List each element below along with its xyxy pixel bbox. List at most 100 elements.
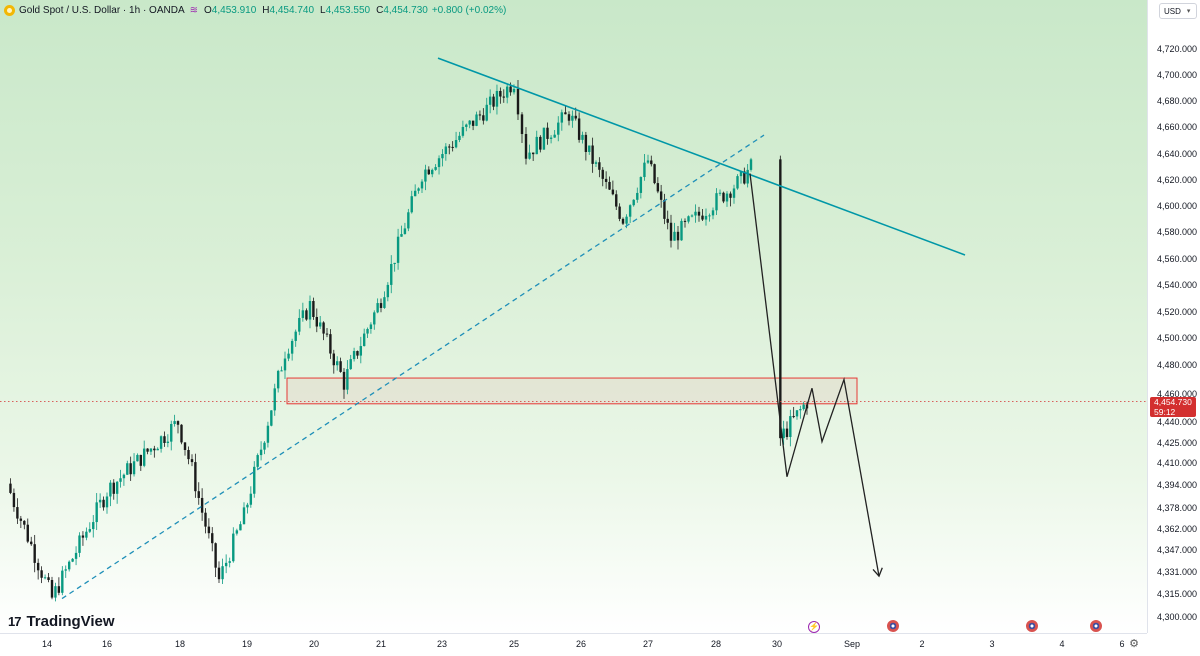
candle-body <box>283 358 287 371</box>
candle-body <box>687 216 690 222</box>
candle-body <box>132 461 136 475</box>
candle-body <box>509 86 512 93</box>
candle-body <box>276 370 280 389</box>
candle-body <box>159 436 163 449</box>
currency-button[interactable]: USD ▾ <box>1159 3 1197 19</box>
candle-body <box>471 120 475 126</box>
candle-body <box>180 424 183 443</box>
price-axis[interactable]: USD ▾ 4,720.000 4,700.000 4,680.000 4,660.0… <box>1147 0 1200 633</box>
candle-body <box>85 531 88 538</box>
candle-body <box>183 442 187 450</box>
us-flag-icon[interactable] <box>1090 620 1102 632</box>
candle-body <box>54 586 57 598</box>
candle-body <box>495 90 499 107</box>
candle-body <box>711 210 715 216</box>
candle-body <box>40 570 43 578</box>
price-tick-label: 4,620.000 <box>1157 175 1198 185</box>
symbol-title[interactable]: Gold Spot / U.S. Dollar · 1h · OANDA <box>19 4 185 16</box>
candle-body <box>33 544 36 563</box>
settings-gear-icon[interactable]: ⚙ <box>1129 638 1139 650</box>
candle-body <box>431 169 434 175</box>
candle-body <box>329 334 332 354</box>
bolt-event-icon[interactable]: ⚡ <box>808 621 820 633</box>
candle-body <box>30 541 33 545</box>
candle-body <box>270 410 273 426</box>
candle-body <box>242 507 246 525</box>
candle-body <box>217 567 221 580</box>
candle-body <box>725 193 729 202</box>
candle-body <box>628 205 632 217</box>
candle-body <box>601 169 604 179</box>
candle-body <box>23 520 26 525</box>
projection-arrowhead <box>872 567 883 578</box>
gold-coin-icon <box>4 4 15 16</box>
candle-body <box>400 234 403 237</box>
time-tick-label: 18 <box>174 639 186 649</box>
candle-body <box>567 114 571 121</box>
candle-body <box>618 206 621 219</box>
time-tick-label: 16 <box>101 639 113 649</box>
time-axis[interactable]: 14 16 18 19 20 21 23 25 26 27 28 30 Sep 2 3 4 6 ⚙ <box>0 633 1147 656</box>
candle-body <box>95 502 98 523</box>
candle-body <box>259 449 263 456</box>
candle-body <box>434 167 437 170</box>
candle-body <box>441 154 444 159</box>
candle-body <box>403 228 407 235</box>
candle-body <box>214 543 217 568</box>
candle-body <box>64 569 67 571</box>
candle-body <box>81 535 85 538</box>
candle-body <box>149 448 153 452</box>
candle-body <box>461 126 465 136</box>
candle-body <box>413 190 417 197</box>
candle-body <box>478 114 482 116</box>
candle-body <box>352 351 356 360</box>
candle-body <box>437 158 441 168</box>
candle-body <box>680 220 683 241</box>
wave-icon[interactable]: ≋ <box>189 4 199 16</box>
price-tick-label: 4,700.000 <box>1157 70 1198 80</box>
candle-body <box>187 449 190 460</box>
chart-area[interactable]: Gold Spot / U.S. Dollar · 1h · OANDA ≋ O… <box>0 0 1147 633</box>
candle-body <box>697 211 701 216</box>
candle-body <box>78 535 81 553</box>
candle-body <box>235 530 239 534</box>
candle-body <box>290 340 294 354</box>
candle-body <box>396 236 400 263</box>
candle-body <box>228 561 231 563</box>
price-tick-label: 4,580.000 <box>1157 227 1198 237</box>
us-flag-icon[interactable] <box>887 620 899 632</box>
price-chart[interactable] <box>0 0 1147 633</box>
time-tick-label: 30 <box>771 639 783 649</box>
candle-body <box>690 215 694 217</box>
candle-body <box>542 127 546 150</box>
candle-body <box>632 199 635 206</box>
candle-body <box>50 579 54 598</box>
close-value: 4,454.730 <box>383 4 428 16</box>
candle-body <box>557 122 560 135</box>
candle-body <box>653 164 656 184</box>
candle-body <box>625 216 628 224</box>
low-value: 4,453.550 <box>325 4 371 16</box>
price-tick-label: 4,480.000 <box>1157 360 1198 370</box>
candle-body <box>315 316 318 327</box>
candle-body <box>273 388 276 411</box>
candle-body <box>451 146 454 148</box>
candle-body <box>383 297 386 308</box>
candle-body <box>475 114 478 126</box>
time-tick-label: 6 <box>1119 639 1125 649</box>
candle-body <box>249 493 253 505</box>
candle-body <box>574 115 577 119</box>
candle-body <box>492 96 495 107</box>
candle-body <box>454 139 458 148</box>
price-tick-label: 4,500.000 <box>1157 333 1198 343</box>
candle-body <box>571 115 574 121</box>
tradingview-logo[interactable]: 17 TradingView <box>8 613 115 630</box>
candle-body <box>156 448 159 451</box>
symbol-header: Gold Spot / U.S. Dollar · 1h · OANDA ≋ O… <box>4 3 506 17</box>
us-flag-icon[interactable] <box>1026 620 1038 632</box>
candle-body <box>553 134 556 138</box>
candle-body <box>531 152 535 155</box>
candle-body <box>57 586 61 593</box>
candle-body <box>112 482 115 494</box>
candle-body <box>732 188 736 198</box>
